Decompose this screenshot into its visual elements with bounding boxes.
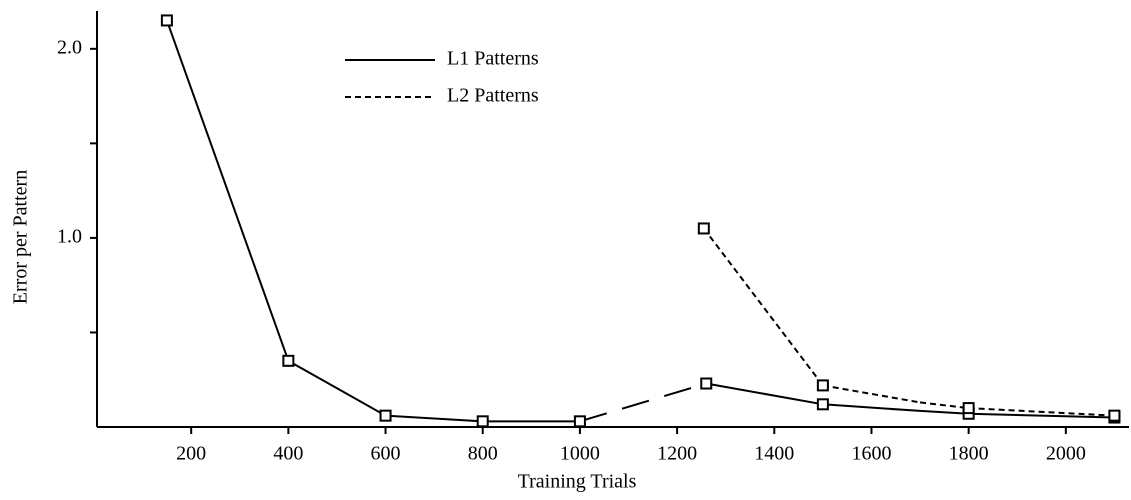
line-segment	[287, 359, 387, 417]
y-tick-label: 1.0	[57, 226, 82, 248]
line-segment	[822, 403, 921, 412]
x-tick-label: 1200	[657, 443, 697, 465]
x-tick-label: 200	[176, 443, 206, 465]
marker	[697, 222, 710, 235]
legend-label: L2 Patterns	[447, 85, 539, 107]
line-segment	[919, 409, 969, 415]
marker	[816, 398, 829, 411]
line-segment	[919, 401, 969, 410]
x-tick-label: 600	[371, 443, 401, 465]
marker	[282, 354, 295, 367]
y-tick-label: 2.0	[57, 36, 82, 58]
marker	[379, 409, 392, 422]
x-tick-label: 1800	[949, 443, 989, 465]
line-segment	[968, 412, 1115, 419]
x-tick-label: 2000	[1046, 443, 1086, 465]
line-segment	[385, 414, 483, 423]
line-segment	[579, 382, 707, 423]
x-tick-label: 1400	[754, 443, 794, 465]
x-tick-label: 400	[273, 443, 303, 465]
legend-label: L1 Patterns	[447, 48, 539, 70]
x-tick-label: 1000	[560, 443, 600, 465]
line-segment	[822, 384, 921, 404]
line-segment	[165, 20, 290, 362]
line-segment	[968, 407, 1115, 417]
line-segment	[706, 382, 824, 406]
marker	[962, 402, 975, 415]
marker	[160, 14, 173, 27]
marker	[816, 379, 829, 392]
line-segment	[703, 227, 824, 387]
x-tick-label: 800	[468, 443, 498, 465]
marker	[573, 415, 586, 428]
x-axis-label: Training Trials	[518, 471, 637, 493]
x-tick-label: 1600	[851, 443, 891, 465]
marker	[476, 415, 489, 428]
y-axis-label: Error per Pattern	[10, 170, 32, 304]
marker	[700, 377, 713, 390]
marker	[1108, 409, 1121, 422]
